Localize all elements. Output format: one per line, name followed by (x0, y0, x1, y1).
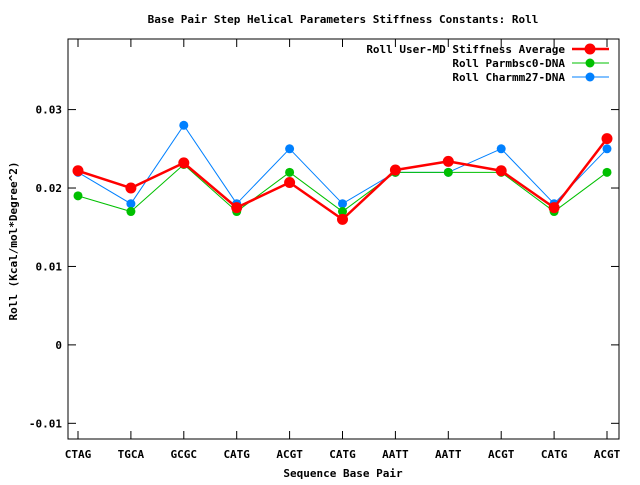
data-point (495, 165, 507, 177)
series-1 (72, 133, 613, 225)
legend-swatch-marker (585, 58, 595, 68)
data-point (338, 207, 347, 217)
legend-item: Roll Parmbsc0-DNA (452, 57, 609, 70)
data-point (443, 167, 453, 177)
x-tick-label: CATG (329, 448, 356, 461)
data-point (285, 144, 295, 154)
legend-label: Roll User-MD Stiffness Average (366, 43, 565, 56)
x-tick-label: CTAG (65, 448, 92, 461)
x-tick-label: CATG (223, 448, 250, 461)
legend-item: Roll User-MD Stiffness Average (366, 43, 609, 56)
y-tick-label: 0.03 (36, 104, 63, 117)
x-tick-label: ACGT (488, 448, 515, 461)
x-tick-label: TGCA (118, 448, 145, 461)
legend-swatch-marker (585, 72, 595, 82)
data-point (125, 182, 137, 194)
data-point (337, 213, 348, 225)
legend-item: Roll Charmm27-DNA (452, 71, 609, 84)
plot-frame (67, 38, 620, 440)
x-axis-label: Sequence Base Pair (283, 467, 403, 480)
data-point (602, 144, 612, 154)
data-point (602, 167, 612, 177)
data-point (126, 207, 136, 217)
y-tick-label: -0.01 (29, 417, 62, 430)
data-point (126, 199, 136, 209)
y-tick-label: 0.01 (36, 260, 63, 273)
data-point (496, 144, 506, 154)
data-point (73, 191, 83, 201)
x-tick-label: ACGT (276, 448, 303, 461)
x-tick-label: AATT (382, 448, 409, 461)
legend-label: Roll Charmm27-DNA (452, 71, 565, 84)
x-axis-ticks: CTAG TGCA GCGC CATG ACGT CATG AATT AATT ACGT CATG… (65, 39, 621, 461)
y-tick-label: 0.02 (36, 182, 63, 195)
data-point (178, 157, 190, 169)
x-tick-label: AATT (435, 448, 462, 461)
data-point (442, 155, 454, 167)
data-point (601, 133, 613, 145)
series-layer (72, 120, 613, 225)
y-axis-ticks: -0.01 0 0.01 0.02 0.03 (29, 104, 619, 430)
legend-label: Roll Parmbsc0-DNA (452, 57, 565, 70)
data-point (338, 199, 347, 209)
y-tick-label: 0 (55, 339, 62, 352)
x-tick-label: GCGC (171, 448, 198, 461)
data-point (72, 165, 84, 177)
legend-swatch-marker (584, 43, 596, 55)
series-3 (73, 120, 612, 209)
chart-title: Base Pair Step Helical Parameters Stiffn… (148, 13, 539, 26)
data-point (284, 177, 296, 189)
data-point (179, 120, 189, 130)
x-tick-label: ACGT (594, 448, 621, 461)
y-axis-label: Roll (Kcal/mol*Degree^2) (7, 162, 20, 321)
data-point (548, 202, 560, 214)
data-point (231, 202, 243, 214)
data-point (285, 167, 295, 177)
data-point (389, 164, 401, 176)
x-tick-label: CATG (541, 448, 568, 461)
